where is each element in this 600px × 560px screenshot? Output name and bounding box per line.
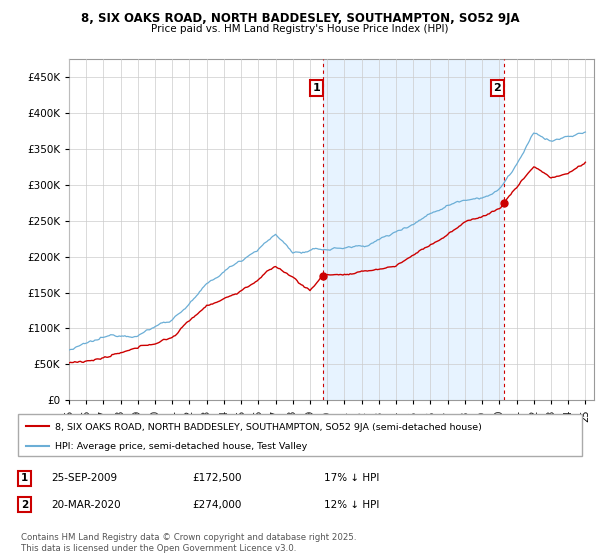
Text: 12% ↓ HPI: 12% ↓ HPI — [324, 500, 379, 510]
Bar — [323, 59, 503, 400]
Text: HPI: Average price, semi-detached house, Test Valley: HPI: Average price, semi-detached house,… — [55, 442, 307, 451]
Text: 1: 1 — [313, 83, 320, 93]
Text: 8, SIX OAKS ROAD, NORTH BADDESLEY, SOUTHAMPTON, SO52 9JA (semi-detached house): 8, SIX OAKS ROAD, NORTH BADDESLEY, SOUTH… — [55, 422, 482, 432]
Text: 2: 2 — [21, 500, 28, 510]
Text: £274,000: £274,000 — [192, 500, 241, 510]
Text: Contains HM Land Registry data © Crown copyright and database right 2025.
This d: Contains HM Land Registry data © Crown c… — [21, 533, 356, 553]
Text: Price paid vs. HM Land Registry's House Price Index (HPI): Price paid vs. HM Land Registry's House … — [151, 24, 449, 34]
Text: 17% ↓ HPI: 17% ↓ HPI — [324, 473, 379, 483]
Text: 20-MAR-2020: 20-MAR-2020 — [51, 500, 121, 510]
Text: £172,500: £172,500 — [192, 473, 241, 483]
Text: 2: 2 — [493, 83, 501, 93]
FancyBboxPatch shape — [18, 414, 582, 456]
Text: 1: 1 — [21, 473, 28, 483]
Text: 25-SEP-2009: 25-SEP-2009 — [51, 473, 117, 483]
Text: 8, SIX OAKS ROAD, NORTH BADDESLEY, SOUTHAMPTON, SO52 9JA: 8, SIX OAKS ROAD, NORTH BADDESLEY, SOUTH… — [80, 12, 520, 25]
